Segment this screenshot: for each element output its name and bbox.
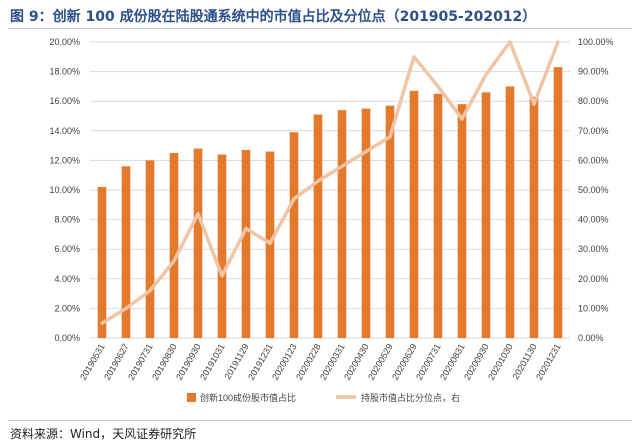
bar — [433, 93, 443, 338]
footer-divider — [8, 420, 632, 421]
bar — [481, 92, 491, 338]
y-left-tick-label: 14.00% — [49, 126, 80, 136]
y-right-tick-label: 70.00% — [578, 126, 609, 136]
bar — [337, 110, 347, 338]
legend-label-line: 持股市值占比分位点，右 — [361, 392, 460, 403]
figure-title: 图 9：创新 100 成份股在陆股通系统中的市值占比及分位点（201905-20… — [10, 9, 537, 25]
y-left-tick-label: 4.00% — [54, 274, 80, 284]
y-right-tick-label: 60.00% — [578, 155, 609, 165]
bar — [145, 160, 155, 338]
y-left-tick-label: 12.00% — [49, 155, 80, 165]
bar — [409, 90, 419, 338]
legend-swatch-bar — [187, 393, 196, 402]
bar — [553, 67, 563, 338]
y-right-tick-label: 40.00% — [578, 215, 609, 225]
y-left-tick-label: 2.00% — [54, 303, 80, 313]
y-right-tick-label: 10.00% — [578, 303, 609, 313]
bar — [169, 153, 179, 338]
bar — [217, 154, 227, 338]
legend-label-bar: 创新100成份股市值占比 — [200, 392, 296, 403]
bar — [121, 166, 131, 338]
y-right-tick-label: 20.00% — [578, 274, 609, 284]
y-left-tick-label: 18.00% — [49, 67, 80, 77]
y-left-tick-label: 16.00% — [49, 96, 80, 106]
bar — [97, 187, 107, 338]
legend: 创新100成份股市值占比 持股市值占比分位点，右 — [187, 392, 460, 403]
y-right-tick-label: 0.00% — [578, 333, 604, 343]
bar — [457, 104, 467, 338]
bar — [505, 86, 515, 339]
y-left-tick-label: 6.00% — [54, 244, 80, 254]
bar — [241, 150, 251, 338]
y-left-tick-label: 20.00% — [49, 37, 80, 47]
x-axis-ticks: 2019053120190627201907312019083020190930… — [78, 342, 563, 382]
right-axis-ticks: 0.00% 10.00% 20.00% 30.00% 40.00% 50.00% 60.00… — [578, 37, 614, 343]
y-right-tick-label: 90.00% — [578, 67, 609, 77]
bar — [193, 148, 203, 338]
y-right-tick-label: 50.00% — [578, 185, 609, 195]
bar — [289, 132, 299, 338]
bar — [529, 96, 539, 338]
bar — [313, 114, 323, 339]
y-right-tick-label: 100.00% — [578, 37, 614, 47]
y-left-tick-label: 8.00% — [54, 215, 80, 225]
bar — [385, 105, 395, 338]
y-right-tick-label: 80.00% — [578, 96, 609, 106]
line-series — [100, 40, 560, 325]
y-right-tick-label: 30.00% — [578, 244, 609, 254]
combo-chart: 0.00% 2.00% 4.00% 6.00% 8.00% 10.00% 12.00% 14.… — [49, 37, 614, 403]
left-axis-ticks: 0.00% 2.00% 4.00% 6.00% 8.00% 10.00% 12.00% 14.… — [49, 37, 80, 343]
bar — [361, 108, 371, 338]
gridlines — [90, 41, 570, 339]
bar-series — [97, 67, 563, 339]
y-left-tick-label: 0.00% — [54, 333, 80, 343]
title-divider — [8, 28, 632, 29]
x-tick-label: 20201231 — [534, 342, 563, 382]
line-path — [100, 40, 560, 325]
y-left-tick-label: 10.00% — [49, 185, 80, 195]
source-note: 资料来源：Wind，天风证券研究所 — [10, 427, 197, 441]
